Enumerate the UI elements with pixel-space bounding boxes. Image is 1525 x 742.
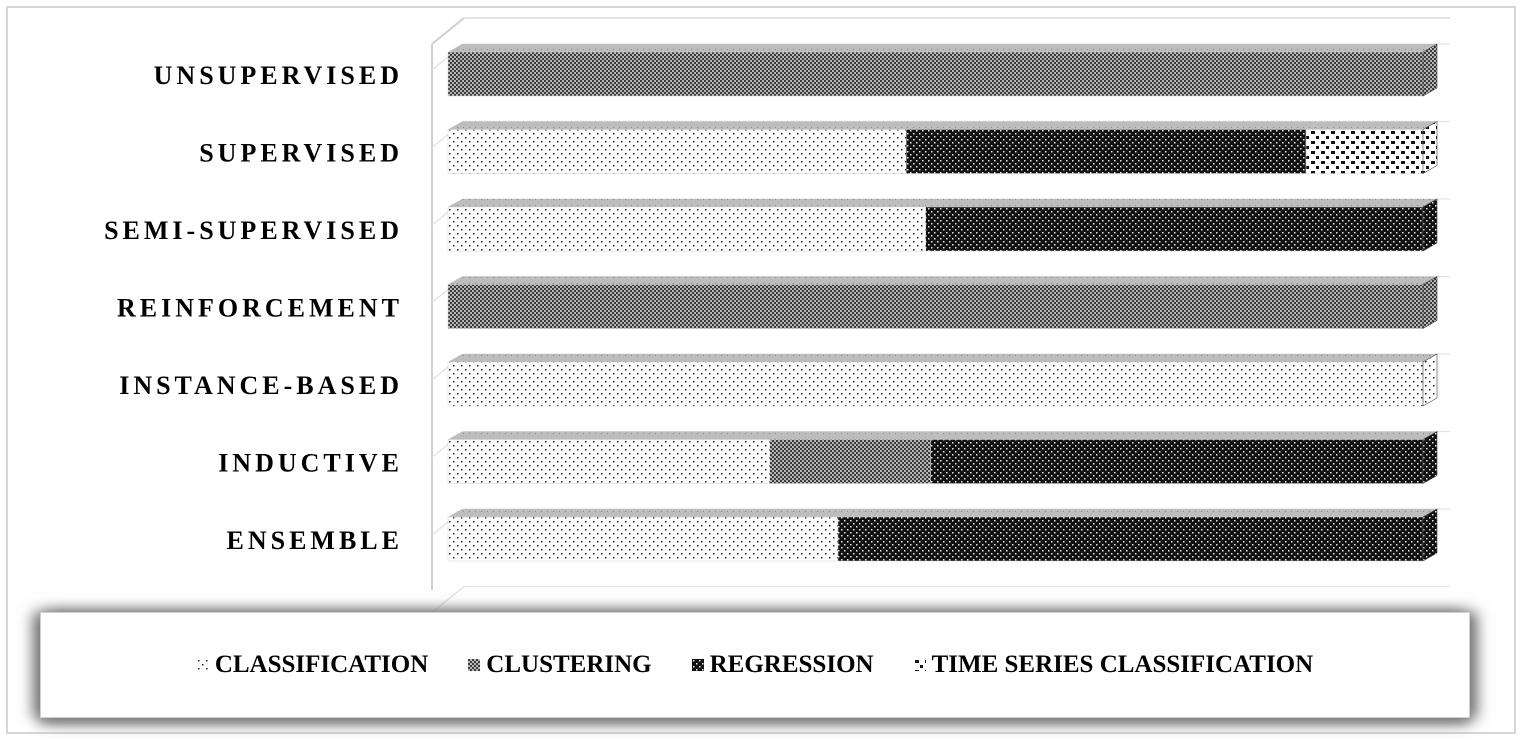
bar-segment <box>447 199 940 252</box>
legend-item: TIME SERIES CLASSIFICATION <box>913 651 1314 679</box>
bar-segment <box>906 121 1320 174</box>
bar-segment <box>447 509 852 562</box>
legend-label: CLUSTERING <box>486 651 652 678</box>
bar-segment <box>447 43 1438 97</box>
category-label: REINFORCEMENT <box>117 294 403 323</box>
legend: CLASSIFICATION CLUSTERING REGRESSION TIME S… <box>41 613 1469 717</box>
bar-segment <box>769 431 945 484</box>
chart-frame <box>6 6 1516 734</box>
bar-segment <box>447 431 784 484</box>
legend-item: REGRESSION <box>691 651 874 679</box>
bar-segment <box>447 121 921 174</box>
bar-segment <box>447 275 1438 330</box>
category-label: INDUCTIVE <box>218 449 403 478</box>
legend-swatch <box>196 659 209 671</box>
bar-segment <box>447 353 1438 407</box>
legend-label: CLASSIFICATION <box>214 651 429 678</box>
category-label: SUPERVISED <box>199 139 403 168</box>
bar-segment <box>925 198 1438 252</box>
category-label: ENSEMBLE <box>227 526 404 555</box>
legend-label: REGRESSION <box>709 651 874 678</box>
legend-box: CLASSIFICATION CLUSTERING REGRESSION TIME S… <box>40 612 1470 718</box>
legend-item: CLASSIFICATION <box>196 651 429 679</box>
category-label: INSTANCE-BASED <box>119 371 403 400</box>
legend-swatch <box>468 659 481 671</box>
category-label: SEMI-SUPERVISED <box>104 216 403 245</box>
legend-item: CLUSTERING <box>468 651 652 679</box>
legend-swatch <box>913 659 926 671</box>
bar-segment <box>837 508 1438 562</box>
category-label: UNSUPERVISED <box>154 61 403 90</box>
bar-segment <box>1305 120 1438 175</box>
legend-label: TIME SERIES CLASSIFICATION <box>931 651 1314 678</box>
bar-segment <box>930 430 1438 485</box>
legend-swatch <box>691 659 704 671</box>
